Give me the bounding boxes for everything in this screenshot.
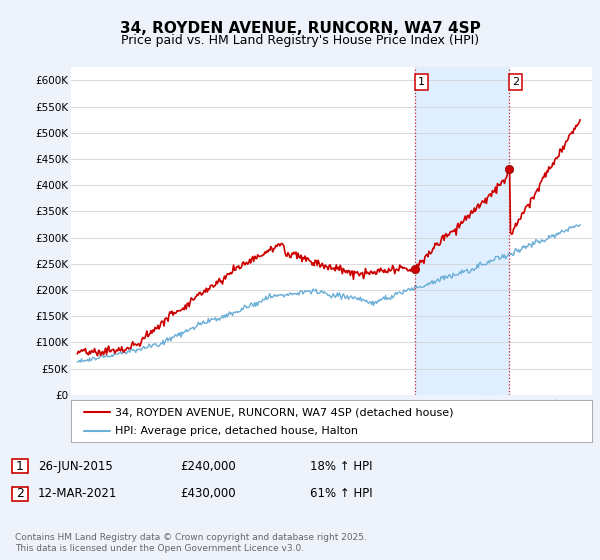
Text: 34, ROYDEN AVENUE, RUNCORN, WA7 4SP (detached house): 34, ROYDEN AVENUE, RUNCORN, WA7 4SP (det… [115,407,454,417]
Text: 26-JUN-2015: 26-JUN-2015 [38,460,113,473]
Text: 18% ↑ HPI: 18% ↑ HPI [310,460,373,473]
Text: 2: 2 [16,487,24,500]
Text: Contains HM Land Registry data © Crown copyright and database right 2025.
This d: Contains HM Land Registry data © Crown c… [15,533,367,553]
Text: 12-MAR-2021: 12-MAR-2021 [38,487,118,500]
Text: Price paid vs. HM Land Registry's House Price Index (HPI): Price paid vs. HM Land Registry's House … [121,34,479,46]
FancyBboxPatch shape [12,487,28,501]
Text: £430,000: £430,000 [180,487,236,500]
Text: 1: 1 [16,460,24,473]
Text: £240,000: £240,000 [180,460,236,473]
Text: 2: 2 [512,77,519,87]
Text: 34, ROYDEN AVENUE, RUNCORN, WA7 4SP: 34, ROYDEN AVENUE, RUNCORN, WA7 4SP [119,21,481,36]
FancyBboxPatch shape [12,459,28,473]
Text: 1: 1 [418,77,425,87]
Text: 61% ↑ HPI: 61% ↑ HPI [310,487,373,500]
Text: HPI: Average price, detached house, Halton: HPI: Average price, detached house, Halt… [115,426,358,436]
Bar [415,67,509,395]
